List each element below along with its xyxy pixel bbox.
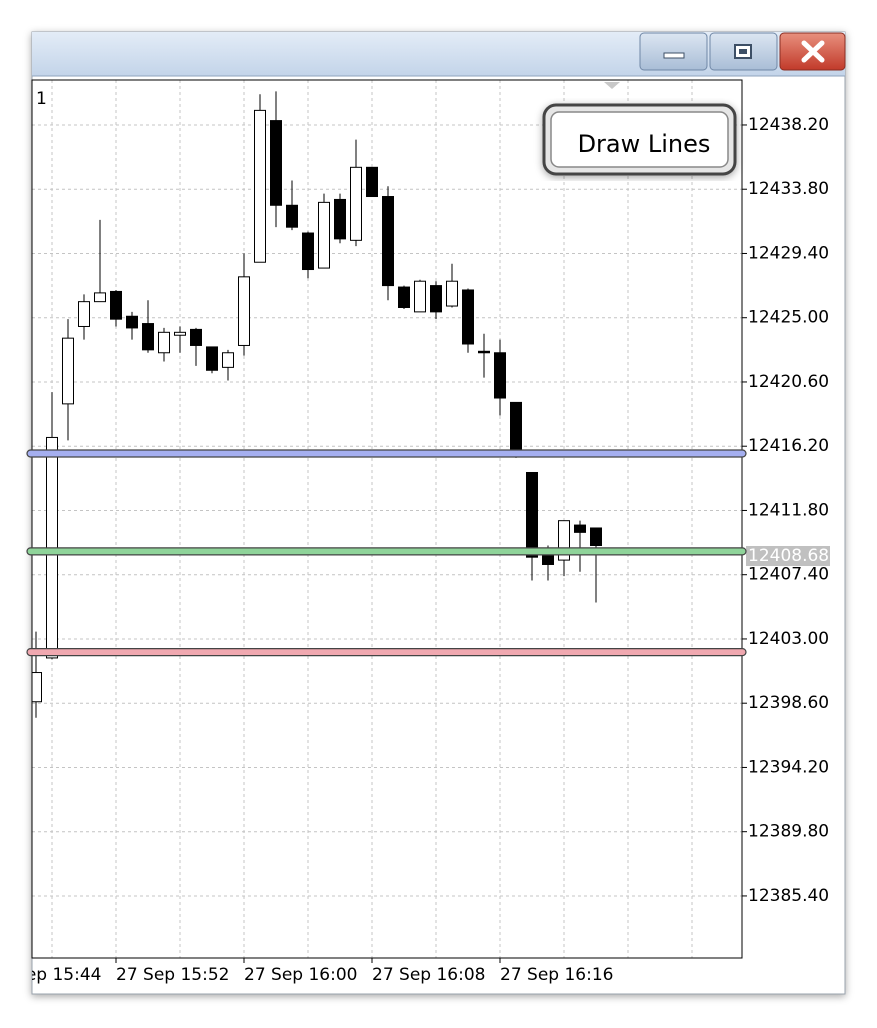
- grid: [32, 80, 742, 958]
- candle-body: [334, 198, 346, 240]
- candle-body: [414, 280, 426, 313]
- candle-body: [238, 276, 250, 346]
- y-tick-label: 12438.20: [748, 115, 829, 135]
- maximize-button[interactable]: [709, 32, 778, 71]
- candle-body: [302, 232, 314, 271]
- candle-body: [78, 301, 90, 327]
- axes: 12438.20 12433.80 12429.40 12425.00 12420.60…: [115, 115, 830, 963]
- y-tick-label: 12385.40: [748, 886, 829, 906]
- window-frame: [31, 31, 846, 995]
- x-axis: 27 Sep 15:44 27 Sep 15:52 27 Sep 16:00 27 S…: [0, 965, 613, 985]
- minimize-button[interactable]: [639, 32, 708, 71]
- candle-body: [222, 352, 234, 368]
- y-tick-label: 12433.80: [748, 179, 829, 199]
- candle-body: [350, 166, 362, 241]
- x-tick-label: 27 Sep 16:08: [372, 965, 485, 985]
- y-tick-label: 12389.80: [748, 822, 829, 842]
- candle-body: [526, 471, 538, 558]
- last-price-box: [746, 546, 830, 567]
- candle-body: [94, 292, 106, 303]
- candle-body: [510, 401, 522, 453]
- y-tick-label: 12420.60: [748, 372, 829, 392]
- candle-body: [398, 286, 410, 308]
- candle-body: [206, 346, 218, 371]
- candle-body: [126, 315, 138, 329]
- horizontal-lines: [26, 449, 747, 657]
- y-tick-label: 12407.40: [748, 565, 829, 585]
- candle-body: [110, 290, 122, 320]
- x-tick-label: 27 Sep 16:00: [244, 965, 357, 985]
- candle-body: [318, 201, 330, 269]
- candle-body: [494, 352, 506, 399]
- candle-body: [190, 328, 202, 346]
- candle-body: [382, 196, 394, 287]
- candle-body: [270, 120, 282, 206]
- candle-body: [366, 166, 378, 198]
- candle-body: [254, 109, 266, 263]
- candle-body: [478, 350, 490, 354]
- y-tick-label: 12398.60: [748, 693, 829, 713]
- corner-label: 1: [36, 89, 47, 109]
- y-tick-label: 12425.00: [748, 308, 829, 328]
- candle-body: [430, 285, 442, 313]
- candle-body: [62, 337, 74, 405]
- candle-body: [286, 204, 298, 228]
- candle-body: [158, 331, 170, 354]
- window: [31, 31, 846, 995]
- candle-body: [574, 524, 586, 533]
- last-price-label: 12408.68: [748, 546, 829, 566]
- price-line: [26, 449, 747, 458]
- y-tick-label: 12429.40: [748, 243, 829, 263]
- candle-body: [32, 672, 42, 703]
- y-tick-label: 12416.20: [748, 436, 829, 456]
- candle-body: [558, 520, 570, 561]
- x-tick-label: 27 Sep 16:16: [500, 965, 613, 985]
- price-line: [26, 547, 747, 556]
- x-tick-label: 27 Sep 15:44: [0, 965, 101, 985]
- candle-body: [174, 331, 186, 336]
- y-tick-label: 12403.00: [748, 629, 829, 649]
- price-line: [26, 647, 747, 657]
- button-label[interactable]: Draw Lines: [578, 130, 711, 158]
- scroll-marker: [604, 82, 620, 89]
- x-tick-label: 27 Sep 15:52: [116, 965, 229, 985]
- candle-body: [542, 555, 554, 565]
- candle-body: [446, 280, 458, 307]
- y-tick-label: 12394.20: [748, 757, 829, 777]
- candle-body: [590, 527, 602, 547]
- close-button[interactable]: [779, 32, 846, 71]
- draw-lines-button[interactable]: Draw Lines: [542, 103, 737, 176]
- y-tick-label: 12411.80: [748, 500, 829, 520]
- plot-frame: [31, 79, 743, 959]
- candle-body: [142, 323, 154, 351]
- candle-body: [462, 289, 474, 345]
